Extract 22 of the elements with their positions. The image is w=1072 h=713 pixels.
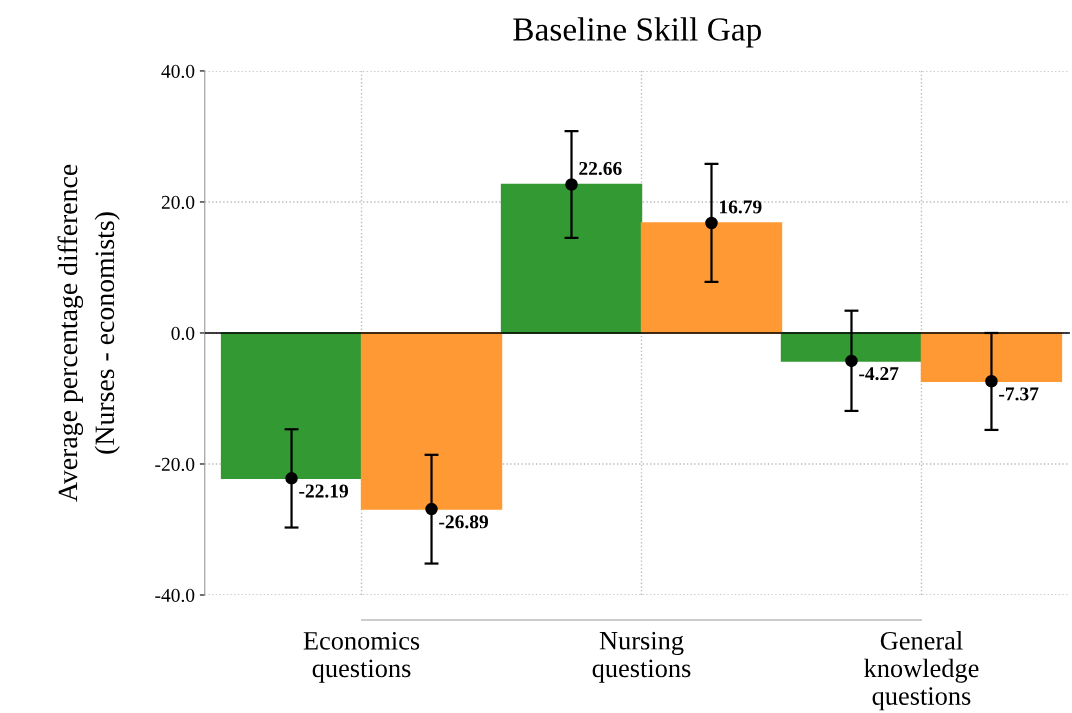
- y-tick-label: 20.0: [161, 195, 195, 209]
- bar: [500, 183, 643, 334]
- bar: [220, 332, 363, 480]
- x-tick-label: General knowledge questions: [864, 631, 979, 711]
- bar: [780, 332, 923, 362]
- y-tick-label: 0.0: [171, 326, 195, 340]
- bar: [920, 332, 1063, 382]
- chart-title: Baseline Skill Gap: [513, 17, 761, 48]
- data-label: -7.37: [999, 387, 1039, 401]
- bar: [640, 222, 783, 334]
- y-tick-label: -20.0: [155, 457, 195, 472]
- data-label: -22.19: [299, 484, 349, 498]
- data-label: -4.27: [859, 367, 899, 381]
- data-label: 22.66: [579, 161, 622, 176]
- x-tick-label: Economics questions: [303, 631, 420, 683]
- data-label: -26.89: [439, 515, 488, 529]
- data-label: 16.79: [720, 200, 762, 214]
- y-tick-label: 40.0: [161, 64, 195, 78]
- y-axis-title: Average percentage difference (Nurses - economists): [57, 164, 120, 502]
- bar: [360, 332, 503, 510]
- y-tick-label: -40.0: [155, 588, 195, 603]
- x-tick-label: Nursing questions: [592, 631, 691, 683]
